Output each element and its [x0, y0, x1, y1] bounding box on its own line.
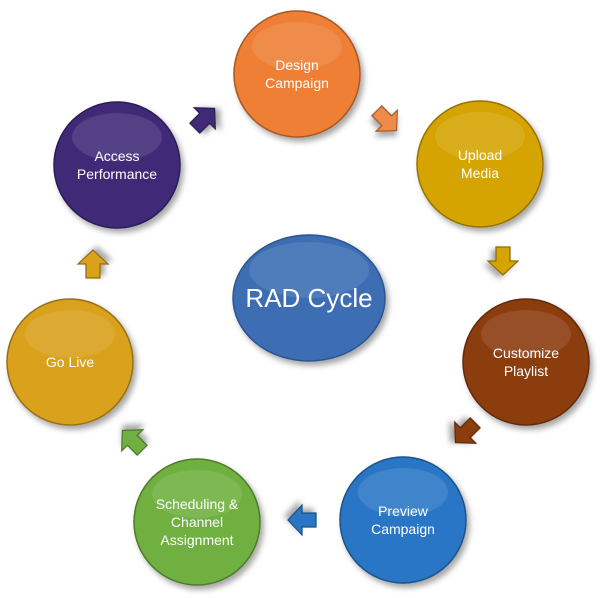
arrows-layer	[76, 105, 520, 537]
arrow-down-icon	[486, 246, 520, 276]
cycle-step-node: Upload Media	[416, 100, 544, 228]
step-label-line: Assignment	[160, 532, 233, 548]
arrow-shape	[76, 249, 110, 279]
arrow-shape	[189, 107, 216, 134]
step-highlight	[72, 113, 162, 161]
center-node: RAD Cycle	[232, 234, 386, 362]
step-label-line: Customize	[493, 345, 559, 361]
arrow-up-left-icon	[121, 429, 148, 456]
arrow-shape	[454, 417, 481, 444]
step-label-line: Campaign	[371, 521, 435, 537]
step-label-line: Playlist	[504, 363, 548, 379]
step-label-line: Design	[275, 57, 319, 73]
arrow-right-down-icon	[371, 105, 398, 132]
arrow-shape	[287, 503, 317, 537]
step-highlight	[435, 112, 525, 160]
arrow-up-icon	[76, 249, 110, 279]
center-label: RAD Cycle	[245, 283, 372, 313]
step-label-line: Campaign	[265, 75, 329, 91]
step-label-line: Channel	[171, 514, 223, 530]
cycle-step-node: Preview Campaign	[339, 456, 467, 584]
step-label-line: Preview	[378, 503, 429, 519]
cycle-step-node: Design Campaign	[233, 10, 361, 138]
step-label-line: Upload	[458, 147, 502, 163]
cycle-step-node: Access Performance	[53, 101, 181, 229]
step-highlight	[358, 468, 448, 516]
step-label-line: Access	[94, 148, 139, 164]
nodes-layer: Design Campaign Upload Media Customize Playli…	[6, 10, 590, 586]
step-highlight	[252, 22, 342, 70]
center-highlight	[249, 242, 369, 298]
arrow-shape	[121, 429, 148, 456]
cycle-step-node: Scheduling & Channel Assignment	[133, 458, 261, 586]
step-highlight	[25, 310, 115, 358]
step-label-line: Media	[461, 165, 499, 181]
step-label-line: Go Live	[46, 354, 94, 370]
arrow-down-left-icon	[454, 417, 481, 444]
arrow-left-icon	[287, 503, 317, 537]
arrow-shape	[486, 246, 520, 276]
step-highlight	[152, 470, 242, 518]
step-label-line: Scheduling &	[156, 496, 239, 512]
step-highlight	[481, 310, 571, 358]
cycle-step-node: Customize Playlist	[462, 298, 590, 426]
arrow-up-right-icon	[189, 107, 216, 134]
step-label-line: Performance	[77, 166, 157, 182]
arrow-shape	[371, 105, 398, 132]
cycle-step-node: Go Live	[6, 298, 134, 426]
